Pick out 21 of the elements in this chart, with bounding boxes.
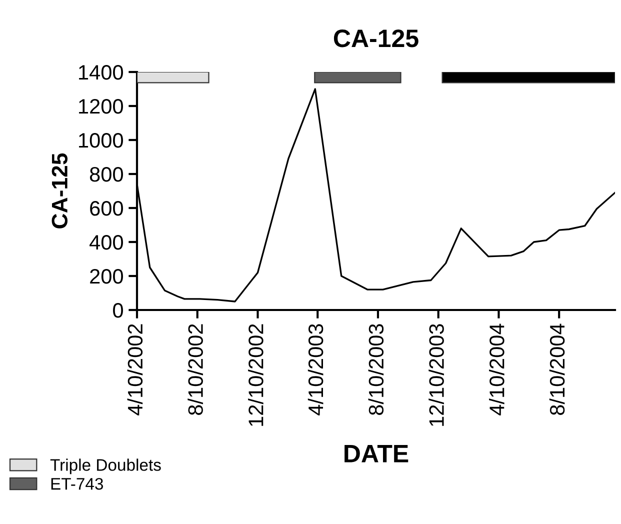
y-tick-label: 200 bbox=[90, 269, 123, 284]
x-tick-label: 4/10/2003 bbox=[308, 324, 324, 416]
x-axis-title: DATE bbox=[344, 445, 408, 462]
y-tick-label: 1000 bbox=[79, 133, 123, 148]
y-tick-label: 600 bbox=[90, 201, 123, 216]
y-tick-label: 1400 bbox=[79, 65, 123, 80]
y-tick-label: 0 bbox=[113, 303, 123, 318]
x-tick-label: 4/10/2002 bbox=[127, 324, 143, 416]
legend-label: Triple Doublets bbox=[50, 458, 161, 474]
x-tick-label: 8/10/2004 bbox=[549, 324, 565, 415]
x-tick-label: 8/10/2002 bbox=[188, 324, 203, 415]
x-tick-label: 4/10/2004 bbox=[489, 324, 504, 416]
y-tick-label: 400 bbox=[90, 235, 123, 250]
chart-title: CA-125 bbox=[334, 30, 418, 48]
y-tick-label: 800 bbox=[90, 167, 123, 182]
y-axis-title: CA-125 bbox=[52, 153, 68, 228]
legend-label: ET-743 bbox=[51, 478, 104, 490]
x-tick-label: 12/10/2002 bbox=[248, 324, 264, 426]
x-tick-label: 12/10/2003 bbox=[428, 324, 444, 426]
x-tick-label: 8/10/2003 bbox=[368, 324, 384, 415]
y-tick-label: 1200 bbox=[79, 99, 123, 114]
